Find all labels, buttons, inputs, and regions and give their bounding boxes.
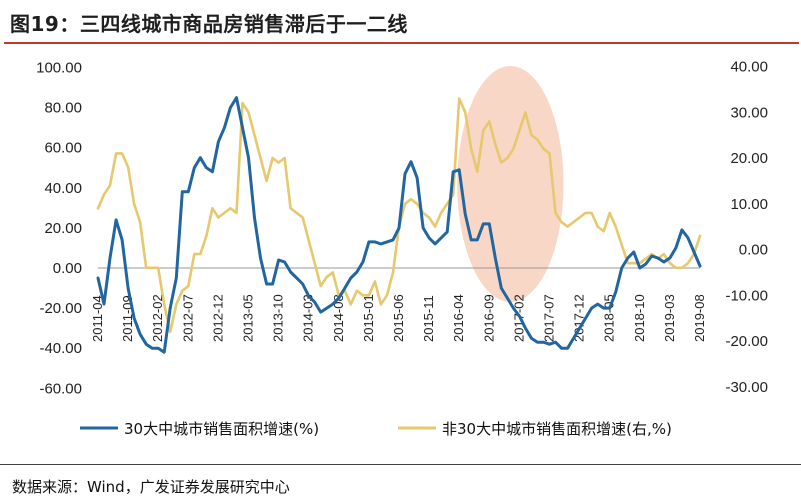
y-left-tick-label: -20.00 — [39, 300, 82, 317]
x-tick-label: 2018-05 — [602, 294, 617, 342]
y-right-tick-label: -30.00 — [725, 379, 768, 396]
x-tick-label: 2014-08 — [331, 294, 346, 342]
figure-title-block: 图19：三四线城市商品房销售滞后于一二线 — [4, 4, 799, 44]
figure-title: 图19：三四线城市商品房销售滞后于一二线 — [10, 12, 408, 36]
x-tick-label: 2013-05 — [241, 294, 256, 342]
x-tick-label: 2015-11 — [421, 295, 436, 342]
x-tick-label: 2015-01 — [361, 294, 376, 342]
x-tick-label: 2014-03 — [301, 294, 316, 342]
y-right-tick-label: -20.00 — [725, 333, 768, 350]
x-tick-label: 2016-04 — [451, 294, 466, 342]
x-tick-label: 2017-12 — [572, 294, 587, 342]
y-left-tick-label: 0.00 — [53, 260, 82, 277]
x-tick-label: 2017-07 — [542, 294, 557, 342]
y-left-tick-label: 100.00 — [36, 60, 82, 77]
x-tick-label: 2011-04 — [90, 295, 105, 342]
y-right-tick-label: 10.00 — [730, 196, 768, 213]
title-underline — [4, 42, 799, 44]
y-left-tick-label: 40.00 — [44, 180, 82, 197]
y-right-tick-label: 20.00 — [730, 150, 768, 167]
y-left-tick-label: -60.00 — [39, 380, 82, 397]
x-tick-label: 2018-10 — [632, 294, 647, 342]
source-note: 数据来源：Wind，广发证券发展研究中心 — [12, 478, 290, 496]
x-tick-label: 2019-08 — [692, 294, 707, 342]
x-tick-label: 2013-10 — [271, 294, 286, 342]
y-right-tick-label: 0.00 — [739, 242, 768, 259]
y-left-tick-label: 80.00 — [44, 100, 82, 117]
y-left-tick-label: 60.00 — [44, 140, 82, 157]
series-line-tier12-cities — [96, 96, 702, 354]
legend-item-tier34-label: 非30大中城市销售面积增速(右,%) — [442, 420, 672, 438]
x-tick-label: 2012-02 — [150, 294, 165, 342]
y-left-tick-label: -40.00 — [39, 340, 82, 357]
x-tick-label: 2012-07 — [180, 294, 195, 342]
x-tick-label: 2015-06 — [391, 294, 406, 342]
y-right-tick-label: 30.00 — [730, 104, 768, 121]
highlight-ellipse — [457, 66, 564, 302]
y-left-tick-label: 20.00 — [44, 220, 82, 237]
footer-divider — [0, 464, 801, 465]
y-right-tick-label: 40.00 — [730, 59, 768, 76]
x-tick-label: 2019-03 — [662, 294, 677, 342]
x-tick-label: 2012-12 — [210, 294, 225, 342]
x-tick-label: 2016-09 — [481, 294, 496, 342]
y-right-tick-label: -10.00 — [725, 287, 768, 304]
legend-item-tier12-label: 30大中城市销售面积增速(%) — [124, 420, 319, 438]
